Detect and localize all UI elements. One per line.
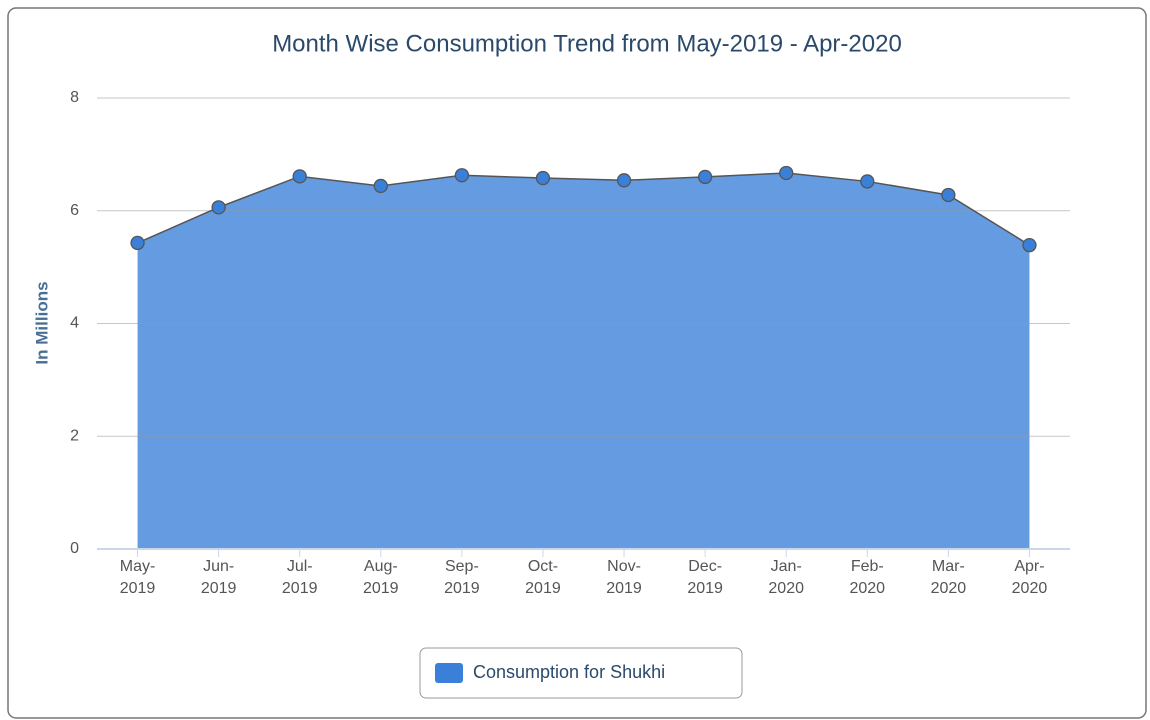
x-tick-label-line: 2019 [363,580,399,597]
x-tick-label-line: Oct- [528,558,558,575]
marker [130,235,145,251]
x-tick-label-line: Apr- [1014,558,1044,575]
x-tick-label: Jan- 2020 [768,558,804,597]
x-tick-label-line: Sep- [445,558,479,575]
x-tick-label-line: Dec- [688,558,722,575]
x-tick-label-line: 2020 [1012,580,1048,597]
x-tick-label-line: Aug- [364,558,398,575]
marker [697,169,713,185]
marker [860,174,875,189]
legend-label: Consumption for Shukhi [473,662,665,682]
x-tick-label-line: 2020 [768,580,804,597]
marker [211,200,226,215]
y-axis-label: In Millions [32,281,51,364]
marker [616,173,632,188]
x-tick-label-line: Jul- [287,558,313,575]
x-tick-label-line: 2020 [931,580,967,597]
x-tick-label: Feb- 2020 [849,558,885,597]
marker [292,169,307,184]
y-tick-label: 6 [70,202,79,219]
x-tick-label: Sep- 2019 [444,558,480,597]
y-tick-label: 8 [70,89,79,106]
x-tick-label: Jun- 2019 [201,558,237,597]
x-tick-label: Dec- 2019 [687,558,723,597]
marker [454,168,470,183]
marker [779,165,794,181]
x-tick-label-line: Mar- [932,558,965,575]
y-tick-label: 2 [70,427,79,444]
x-tick-label-line: Jan- [771,558,802,575]
x-tick-label: May- 2019 [120,558,156,597]
y-tick-label: 0 [70,540,79,557]
x-tick-label-line: 2019 [201,580,237,597]
x-tick-label: Mar- 2020 [931,558,967,597]
legend-swatch [435,663,463,683]
x-tick-label-line: 2019 [120,580,156,597]
x-tick-label-line: May- [120,558,156,575]
marker [535,170,551,186]
x-tick-label: Aug- 2019 [363,558,399,597]
x-tick-label-line: 2019 [444,580,480,597]
x-tick-label-line: Nov- [607,558,641,575]
marker [373,178,388,194]
legend-box [419,647,743,699]
x-tick-label: Oct- 2019 [525,558,561,597]
area [137,172,1030,549]
x-tick-label-line: 2019 [687,580,723,597]
marker [941,187,956,203]
y-tick-label: 4 [70,315,79,332]
x-tick-label: Nov- 2019 [606,558,642,597]
x-tick-label: Jul- 2019 [282,558,318,597]
chart-title: Month Wise Consumption Trend from May-20… [272,30,902,57]
marker [1022,237,1037,253]
x-tick-label-line: Feb- [851,558,884,575]
x-tick-label-line: 2019 [525,580,561,597]
x-tick-label-line: Jun- [203,558,234,575]
x-tick-label: Apr- 2020 [1012,558,1048,597]
x-tick-label-line: 2020 [849,580,885,597]
x-tick-label-line: 2019 [606,580,642,597]
x-tick-label-line: 2019 [282,580,318,597]
line [137,172,1030,246]
